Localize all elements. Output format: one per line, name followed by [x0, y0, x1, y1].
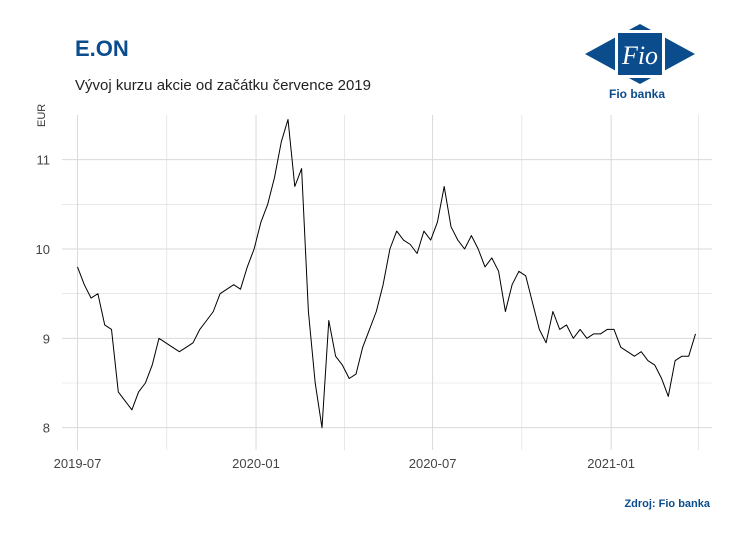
chart-subtitle: Vývoj kurzu akcie od začátku července 20…	[75, 77, 371, 94]
x-tick-label: 2019-07	[54, 456, 102, 471]
x-tick-label: 2020-01	[232, 456, 280, 471]
y-tick-label: 8	[43, 421, 50, 436]
fio-logo-icon: Fio	[585, 24, 695, 84]
fio-logo: Fio	[585, 22, 695, 104]
y-tick-labels: 8 9 10 11	[36, 153, 50, 436]
x-tick-label: 2020-07	[409, 456, 457, 471]
chart-title: E.ON	[75, 36, 129, 61]
source-note: Zdroj: Fio banka	[624, 498, 710, 510]
logo-mark-text: Fio	[621, 41, 658, 70]
y-tick-label: 10	[36, 242, 50, 257]
series-group	[77, 119, 696, 429]
x-tick-labels: 2019-07 2020-01 2020-07 2021-01	[54, 456, 635, 471]
grid-lines	[62, 115, 712, 450]
x-tick-label: 2021-01	[587, 456, 635, 471]
series-line	[77, 119, 696, 429]
y-tick-label: 11	[37, 153, 51, 168]
logo-label: Fio banka	[609, 87, 666, 101]
y-tick-label: 9	[43, 331, 50, 346]
